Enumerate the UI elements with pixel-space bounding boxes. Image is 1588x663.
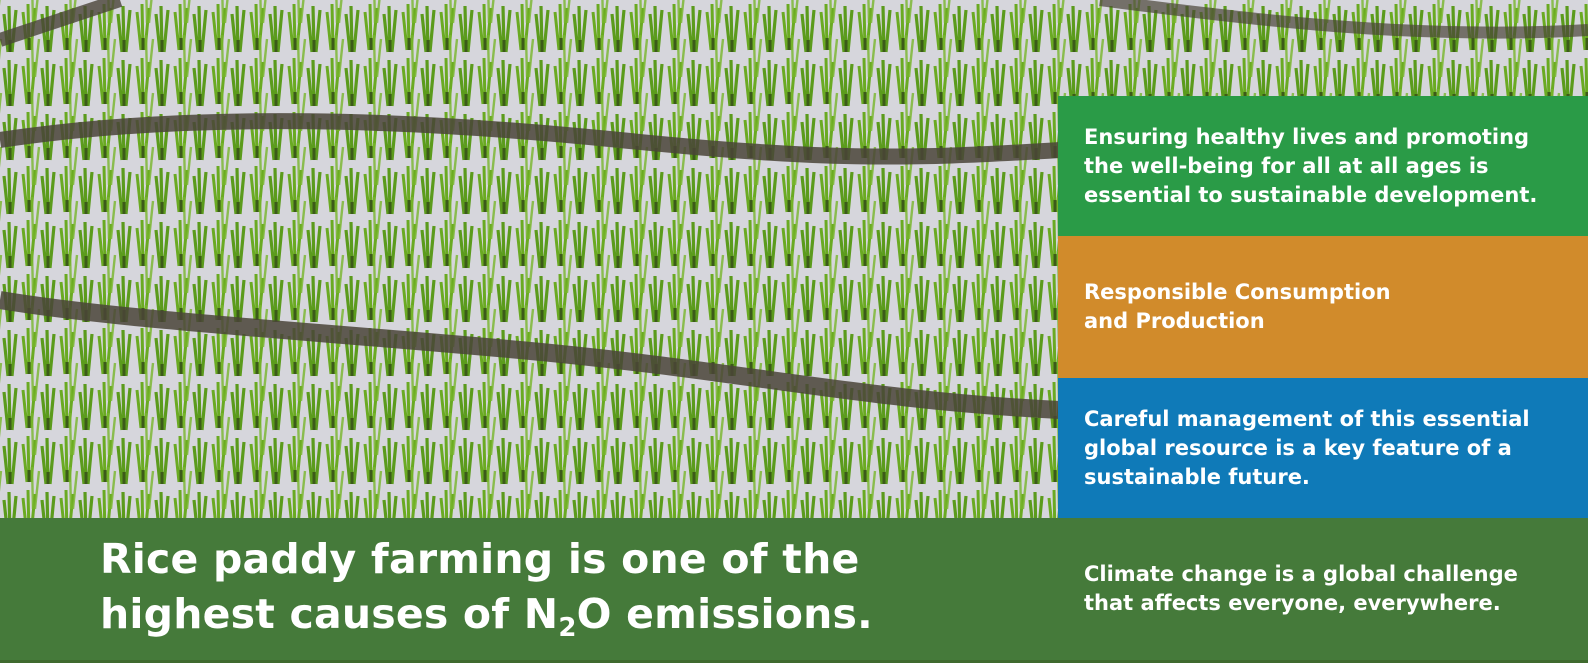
climate-panel-text: Climate change is a global challenge tha…: [1084, 562, 1518, 615]
headline-line-2-end: O emissions.: [576, 590, 873, 638]
headline-bar: [0, 518, 1058, 660]
headline-line-1: Rice paddy farming is one of the: [100, 535, 860, 583]
bottom-strip: [0, 660, 1588, 663]
headline: Rice paddy farming is one of the highest…: [100, 532, 1000, 642]
headline-subscript: 2: [558, 613, 577, 643]
headline-line-2: highest causes of N2O emissions.: [100, 587, 1000, 642]
consumption-panel-text: Responsible Consumption and Production: [1084, 280, 1391, 333]
health-panel: Ensuring healthy lives and promoting the…: [1058, 96, 1588, 236]
water-panel-text: Careful management of this essential glo…: [1084, 406, 1530, 489]
climate-panel: Climate change is a global challenge tha…: [1058, 518, 1588, 660]
consumption-panel: Responsible Consumption and Production: [1058, 236, 1588, 378]
health-panel-text: Ensuring healthy lives and promoting the…: [1084, 124, 1538, 207]
water-panel: Careful management of this essential glo…: [1058, 378, 1588, 518]
headline-line-2-start: highest causes of N: [100, 590, 559, 638]
